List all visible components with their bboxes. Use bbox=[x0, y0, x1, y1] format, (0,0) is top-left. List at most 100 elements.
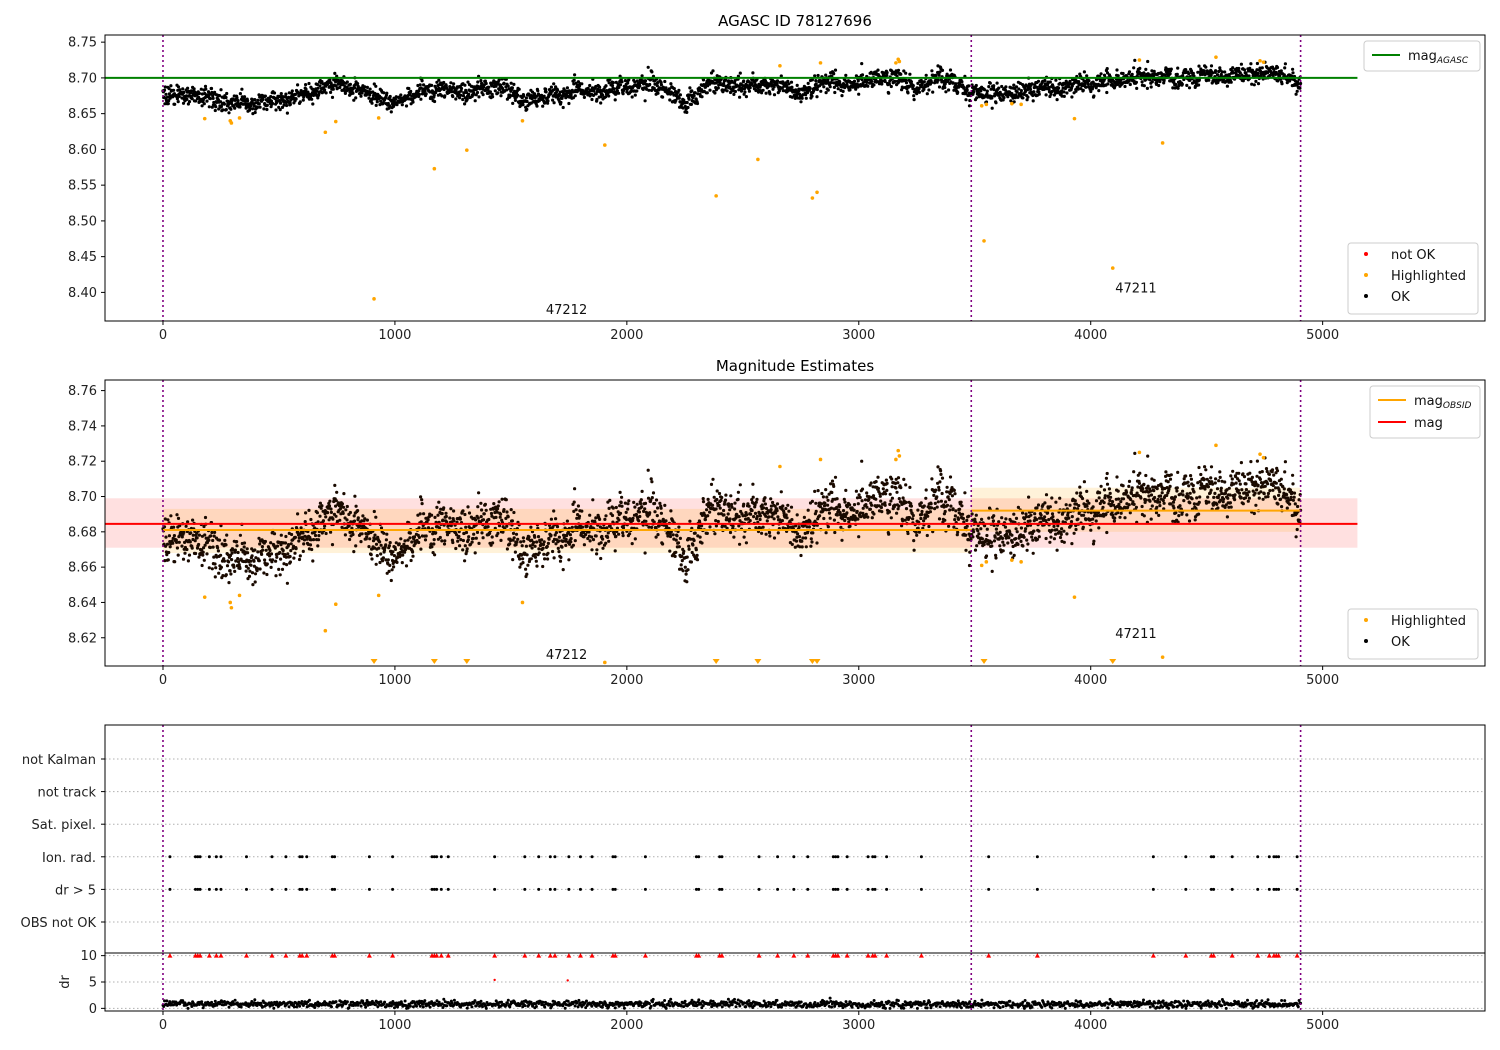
p1-ytick-label: 8.60 bbox=[68, 143, 97, 158]
ok-point bbox=[217, 538, 222, 542]
ok-point bbox=[650, 70, 654, 74]
ok-point bbox=[351, 532, 355, 537]
ok-point bbox=[860, 459, 864, 463]
ok-point bbox=[728, 90, 733, 95]
ok-point bbox=[249, 104, 253, 108]
ok-point bbox=[1223, 70, 1227, 74]
ok-point bbox=[227, 560, 231, 564]
ok-point bbox=[304, 511, 308, 515]
ok-point bbox=[429, 542, 433, 546]
ok-point bbox=[285, 563, 289, 567]
ok-point bbox=[302, 538, 307, 542]
ok-point bbox=[1249, 62, 1253, 66]
ok-point bbox=[624, 510, 628, 514]
ok-point bbox=[551, 525, 555, 529]
ok-point bbox=[658, 520, 662, 524]
ok-point bbox=[459, 89, 463, 93]
ok-point bbox=[1229, 80, 1233, 84]
ok-point bbox=[515, 540, 519, 544]
ok-point bbox=[466, 538, 470, 542]
ok-point bbox=[1067, 85, 1071, 89]
highlighted-point bbox=[229, 121, 234, 125]
ok-point bbox=[985, 89, 989, 93]
ok-point bbox=[419, 97, 423, 101]
highlighted-point bbox=[894, 61, 898, 65]
ok-point bbox=[972, 90, 976, 94]
ok-point bbox=[909, 80, 914, 84]
ok-point bbox=[836, 87, 840, 91]
ok-point bbox=[964, 98, 968, 102]
ok-point bbox=[742, 535, 746, 539]
ok-point bbox=[703, 518, 708, 522]
ok-point bbox=[202, 524, 206, 529]
ok-point bbox=[644, 519, 648, 523]
ok-point bbox=[701, 500, 706, 504]
ok-point bbox=[743, 90, 747, 94]
ok-point bbox=[370, 101, 374, 105]
ok-point bbox=[506, 515, 510, 519]
ok-point bbox=[424, 534, 428, 538]
ok-point bbox=[497, 524, 502, 528]
ok-point bbox=[769, 497, 773, 501]
ok-point bbox=[505, 524, 509, 528]
ok-point bbox=[294, 547, 298, 551]
ok-point bbox=[722, 513, 726, 517]
ok-point bbox=[535, 564, 539, 568]
ok-point bbox=[925, 92, 929, 96]
ok-point bbox=[708, 525, 712, 529]
ok-point bbox=[296, 83, 300, 87]
ok-point bbox=[990, 106, 994, 110]
ok-point bbox=[732, 535, 736, 539]
ok-point bbox=[885, 73, 889, 77]
ok-point bbox=[499, 83, 503, 87]
ok-point bbox=[1105, 90, 1109, 95]
ok-point bbox=[236, 557, 240, 561]
ok-point bbox=[711, 503, 715, 507]
ok-point bbox=[324, 515, 328, 519]
ok-point bbox=[284, 92, 288, 96]
ok-point bbox=[318, 514, 322, 518]
ok-point bbox=[451, 540, 455, 545]
ok-point bbox=[864, 512, 868, 517]
highlighted-point bbox=[1137, 58, 1142, 62]
ok-point bbox=[688, 519, 692, 523]
ok-point bbox=[269, 99, 274, 103]
ok-point bbox=[826, 525, 830, 529]
ok-point bbox=[201, 553, 205, 557]
ok-point bbox=[731, 524, 735, 528]
ok-point bbox=[800, 545, 804, 549]
ok-point bbox=[280, 105, 285, 109]
ok-point bbox=[860, 62, 864, 66]
ok-point bbox=[543, 101, 547, 105]
magnitude-estimates-panel: 0 1000 2000 3000 4000 50008.628.648.668.688.7… bbox=[68, 357, 1486, 688]
ok-point bbox=[1015, 90, 1019, 94]
highlighted-point bbox=[1010, 101, 1014, 106]
ok-point bbox=[568, 542, 572, 546]
ok-point bbox=[332, 499, 336, 504]
highlighted-point bbox=[1214, 55, 1218, 59]
ok-point bbox=[390, 552, 394, 556]
ok-point bbox=[511, 558, 515, 562]
ok-point bbox=[1076, 87, 1080, 91]
ok-point bbox=[200, 104, 204, 108]
ok-point bbox=[681, 569, 685, 573]
ok-point bbox=[830, 479, 835, 483]
ok-point bbox=[171, 541, 175, 545]
ok-point bbox=[323, 524, 327, 528]
ok-point bbox=[700, 95, 704, 99]
ok-point bbox=[213, 575, 217, 579]
ok-point bbox=[401, 553, 405, 557]
ok-point bbox=[488, 90, 492, 94]
ok-point bbox=[604, 84, 608, 88]
ok-point bbox=[345, 80, 349, 84]
ok-point bbox=[618, 511, 623, 515]
ok-point bbox=[184, 524, 188, 528]
ok-point bbox=[408, 531, 412, 535]
ok-point bbox=[537, 99, 541, 103]
ok-point bbox=[810, 540, 814, 544]
ok-point bbox=[423, 89, 427, 93]
ok-point bbox=[540, 538, 544, 542]
p1-ytick-label: 8.55 bbox=[68, 179, 97, 194]
ok-point bbox=[558, 559, 563, 563]
ok-point bbox=[695, 553, 699, 558]
